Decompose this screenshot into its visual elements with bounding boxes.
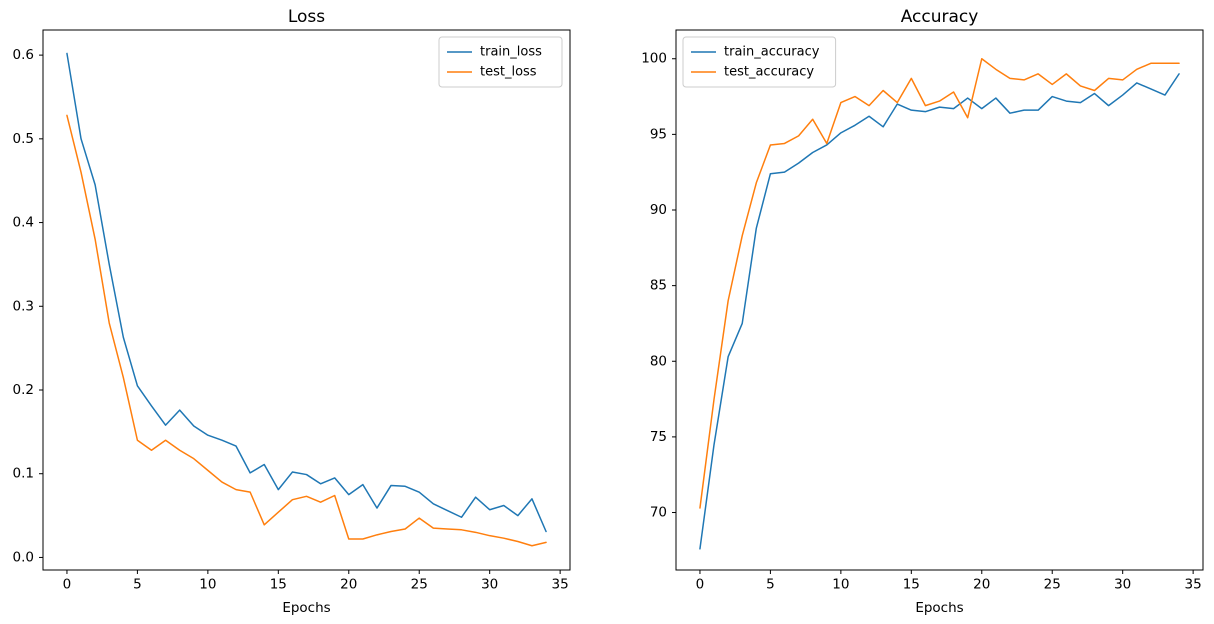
x-tick-label: 10 — [832, 577, 849, 593]
y-tick-label: 0.4 — [13, 215, 34, 231]
x-tick-label: 15 — [903, 577, 920, 593]
y-tick-label: 80 — [650, 353, 667, 369]
x-axis-label: Epochs — [915, 600, 963, 616]
train-accuracy-line — [699, 73, 1180, 550]
y-tick-label: 0.5 — [13, 131, 34, 147]
axes-frame-accuracy — [675, 29, 1204, 571]
y-tick-label: 70 — [650, 505, 667, 521]
y-tick-label: 90 — [650, 202, 667, 218]
y-tick-label: 75 — [650, 429, 667, 445]
x-tick-label: 10 — [199, 577, 216, 593]
x-axis-label: Epochs — [282, 600, 330, 616]
x-tick-label: 30 — [1114, 577, 1131, 593]
x-tick-label: 5 — [766, 577, 775, 593]
legend-box — [438, 36, 563, 88]
x-tick-label: 35 — [552, 577, 569, 593]
y-tick-label: 0.3 — [13, 298, 34, 314]
x-tick-label: 30 — [481, 577, 498, 593]
train-loss-line — [66, 52, 547, 533]
test-accuracy-line — [699, 57, 1180, 509]
legend-box — [682, 36, 837, 88]
x-tick-label: 15 — [270, 577, 287, 593]
legend-label-train-accuracy: train_accuracy — [724, 45, 820, 60]
y-tick-label: 85 — [650, 278, 667, 294]
chart-title-accuracy: Accuracy — [901, 7, 979, 27]
x-tick-label: 25 — [411, 577, 428, 593]
x-tick-label: 20 — [340, 577, 357, 593]
x-tick-label: 5 — [133, 577, 142, 593]
y-tick-label: 100 — [641, 51, 667, 67]
x-tick-label: 0 — [696, 577, 705, 593]
y-tick-label: 0.1 — [13, 466, 34, 482]
legend-label-train-loss: train_loss — [480, 45, 542, 60]
x-tick-label: 0 — [63, 577, 72, 593]
axes-frame-loss — [42, 29, 571, 571]
x-tick-label: 20 — [973, 577, 990, 593]
x-tick-label: 25 — [1044, 577, 1061, 593]
x-tick-label: 35 — [1185, 577, 1202, 593]
y-tick-label: 95 — [650, 126, 667, 142]
chart-title-loss: Loss — [288, 7, 325, 27]
y-tick-label: 0.0 — [13, 549, 34, 565]
y-tick-label: 0.6 — [13, 47, 34, 63]
legend-label-test-accuracy: test_accuracy — [724, 65, 814, 80]
legend-label-test-loss: test_loss — [480, 65, 537, 80]
test-loss-line — [66, 114, 547, 547]
y-tick-label: 0.2 — [13, 382, 34, 398]
